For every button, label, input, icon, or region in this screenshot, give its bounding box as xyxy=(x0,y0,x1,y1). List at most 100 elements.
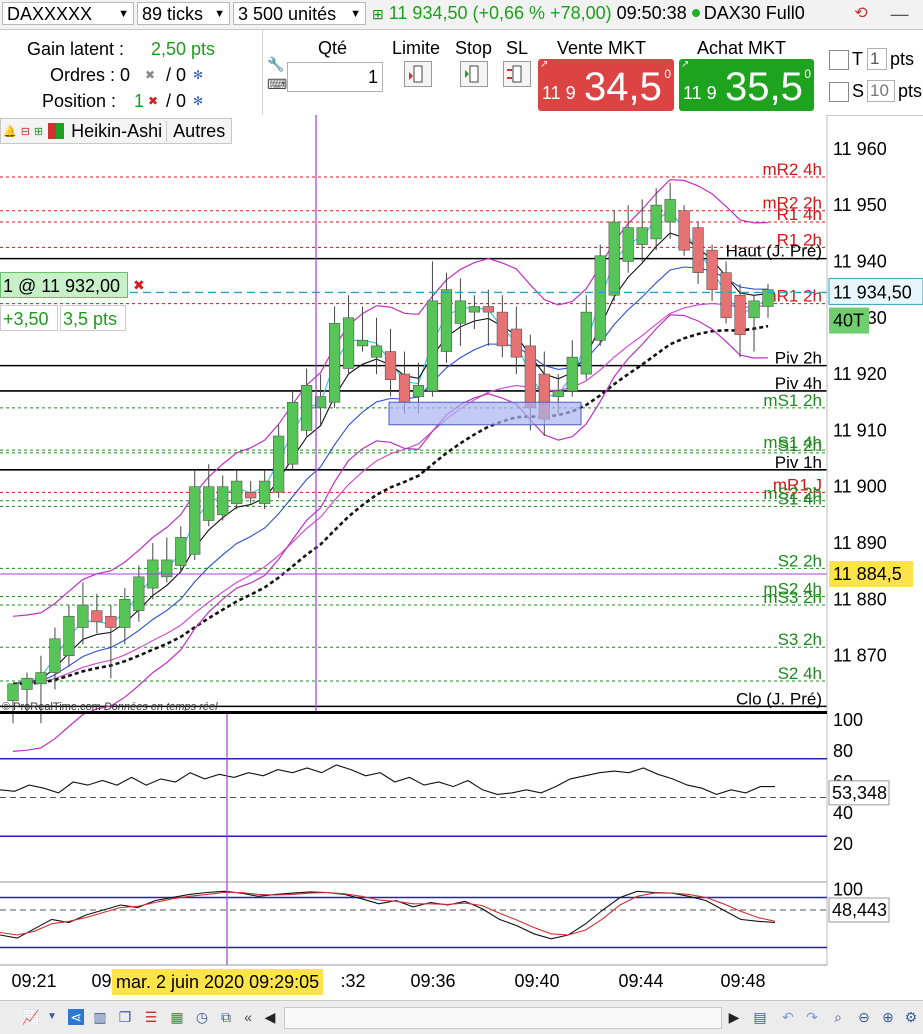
pin-icon: ⊞ xyxy=(372,6,384,22)
ticks-label: 89 ticks xyxy=(142,4,204,24)
grid-icon[interactable]: ▦ xyxy=(170,1009,184,1025)
level-label: mS2 2h xyxy=(763,484,822,503)
crosshair-price-tag-text: 11 884,5 xyxy=(833,564,902,584)
units-select[interactable]: 3 500 unités ▼ xyxy=(233,2,366,25)
position-sep: / 0 xyxy=(166,91,187,111)
list-icon[interactable]: ☰ xyxy=(144,1009,158,1025)
window-icon[interactable]: ❐ xyxy=(118,1009,132,1025)
y-tick-label: 11 920 xyxy=(833,364,887,384)
minimize-button[interactable]: — xyxy=(890,4,909,24)
refresh-icon[interactable]: ⟲ xyxy=(854,5,868,22)
level-label: S1 4h xyxy=(778,489,822,508)
buy-price-sup: 0 xyxy=(804,67,811,81)
position-close-icon[interactable]: ✖ xyxy=(148,94,159,108)
candle xyxy=(636,199,648,262)
arrow-up-icon[interactable]: ⊞ xyxy=(33,125,44,138)
share-icon[interactable]: ⋖ xyxy=(68,1009,84,1025)
arrow-icon: ↗ xyxy=(540,59,549,70)
quote-time: 09:50:38 xyxy=(616,3,687,23)
ma-40t-line xyxy=(12,324,769,686)
level-label: mR1 J xyxy=(773,475,822,494)
candle xyxy=(650,188,662,251)
layout-icon[interactable]: ▥ xyxy=(93,1009,107,1025)
stop-checkbox[interactable] xyxy=(829,82,849,102)
style-others[interactable]: Autres xyxy=(173,120,226,141)
stop-loss-button[interactable] xyxy=(503,61,531,87)
ma-slow-line xyxy=(12,266,769,685)
limit-order-button[interactable] xyxy=(404,61,432,87)
ma-tag xyxy=(829,307,869,334)
ma-long-line xyxy=(12,302,769,685)
level-label: mS1 4h xyxy=(763,433,822,452)
ticks-select[interactable]: 89 ticks ▼ xyxy=(137,2,230,25)
x-tick-label: :32 xyxy=(340,971,365,991)
indicator-value-text: 53,348 xyxy=(832,783,887,803)
bell-icon[interactable]: 🔔 xyxy=(3,125,17,138)
candle xyxy=(91,593,103,634)
sell-market-button[interactable]: 11 9 34,5 0 ↗ xyxy=(538,59,674,111)
arrow-down-icon[interactable]: ⊟ xyxy=(20,125,30,138)
candle xyxy=(203,464,215,527)
keyboard-icon[interactable]: ⌨ xyxy=(267,76,288,92)
gear-icon[interactable]: ✻ xyxy=(193,94,204,108)
y-tick-label: 100 xyxy=(833,879,863,899)
limit-order-icon xyxy=(409,65,423,83)
candle xyxy=(706,244,718,301)
chevron-down-icon[interactable]: ▼ xyxy=(47,1011,57,1022)
candle xyxy=(77,582,89,645)
scroll-left-icon[interactable]: ◀ xyxy=(264,1009,276,1025)
calendar-icon[interactable]: ▤ xyxy=(753,1009,767,1025)
level-label: mR2 2h xyxy=(762,194,822,213)
scroll-right-icon[interactable]: ▶ xyxy=(728,1009,740,1025)
zoom-fit-icon[interactable]: ⌕ xyxy=(834,1009,842,1025)
undo-icon[interactable]: ↶ xyxy=(782,1009,794,1025)
y-tick-label: 11 900 xyxy=(833,477,887,497)
stop-order-button[interactable] xyxy=(460,61,488,87)
y-tick-label: 20 xyxy=(833,834,853,854)
zoom-out-icon[interactable]: ⊖ xyxy=(858,1009,870,1025)
candle xyxy=(314,374,327,425)
units-label: 3 500 unités xyxy=(238,4,337,24)
take-profit-checkbox[interactable] xyxy=(829,50,849,70)
buy-market-button[interactable]: 11 9 35,5 0 ↗ xyxy=(679,59,814,111)
chart-type-icon[interactable]: 📈 xyxy=(22,1009,40,1025)
redo-icon[interactable]: ↷ xyxy=(806,1009,818,1025)
time-scrollbar[interactable] xyxy=(284,1007,722,1029)
settings-icon[interactable]: ⚙ xyxy=(904,1009,918,1025)
style-heikin-ashi[interactable]: Heikin-Ashi xyxy=(67,120,168,142)
candle xyxy=(664,182,676,239)
candle xyxy=(496,295,508,358)
level-label: mR2 4h xyxy=(762,160,822,179)
y-tick-label: 40 xyxy=(833,803,853,823)
indicator-icon[interactable]: ⧉ xyxy=(221,1009,231,1025)
take-profit-input[interactable] xyxy=(867,48,887,70)
position-pnl-points: +3,50 xyxy=(0,305,58,331)
indicator-value-text: 48,443 xyxy=(832,900,887,920)
consolidation-box xyxy=(388,401,582,426)
sell-price-prefix: 11 9 xyxy=(542,83,576,103)
sell-price-sup: 0 xyxy=(664,67,671,81)
chevron-left-icon[interactable]: « xyxy=(244,1009,252,1025)
gear-icon[interactable]: ✻ xyxy=(193,68,204,82)
level-label: S2 2h xyxy=(778,551,822,570)
zoom-in-icon[interactable]: ⊕ xyxy=(882,1009,894,1025)
wrench-icon[interactable]: 🔧 xyxy=(267,56,285,72)
y-tick-label: 11 960 xyxy=(833,139,887,159)
position-entry-tag[interactable]: 1 @ 11 932,00 xyxy=(0,272,128,298)
top-bar: DAXXXXX ▼ 89 ticks ▼ 3 500 unités ▼ ⊞ 11 93… xyxy=(0,0,923,30)
buy-price-main: 35,5 xyxy=(725,65,803,109)
qty-input[interactable] xyxy=(287,62,383,92)
bottom-toolbar: 📈 ▼ ⋖ ▥ ❐ ☰ ▦ ◷ ⧉ « ◀ ▶ ▤ ↶ ↷ ⌕ ⊖ ⊕ ⚙ xyxy=(0,1000,923,1034)
x-tick-label: 09:36 xyxy=(410,971,455,991)
gain-value: 2,50 pts xyxy=(151,39,216,59)
position-close-icon[interactable]: ✖ xyxy=(133,277,145,293)
candle xyxy=(189,469,201,560)
instrument-select[interactable]: DAXXXXX ▼ xyxy=(2,2,134,25)
stop-input[interactable] xyxy=(867,80,895,102)
clock-icon[interactable]: ◷ xyxy=(195,1009,209,1025)
orders-close-icon[interactable]: ✖ xyxy=(145,68,156,82)
take-profit-label: T xyxy=(852,49,863,69)
candle xyxy=(608,210,620,301)
qty-label: Qté xyxy=(318,38,348,58)
